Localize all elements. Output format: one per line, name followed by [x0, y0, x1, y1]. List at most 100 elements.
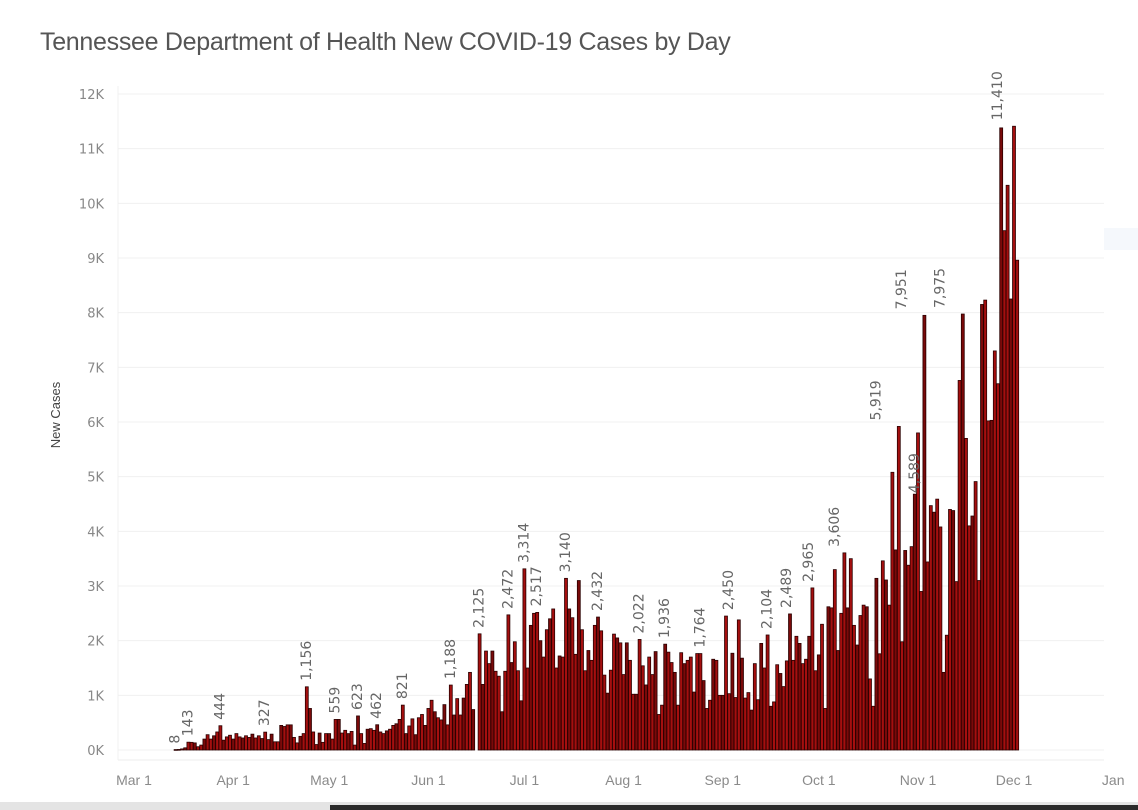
bar[interactable] — [413, 734, 418, 751]
bar[interactable] — [890, 471, 895, 751]
bar[interactable] — [794, 635, 799, 751]
bar[interactable] — [404, 733, 408, 751]
bar[interactable] — [717, 694, 722, 751]
bar[interactable] — [455, 698, 460, 751]
bar[interactable] — [548, 618, 552, 751]
bar[interactable] — [621, 674, 626, 751]
bar[interactable] — [772, 701, 776, 751]
bar[interactable] — [743, 697, 748, 751]
bar[interactable] — [855, 644, 860, 751]
bar[interactable] — [669, 662, 674, 751]
bar[interactable] — [173, 749, 178, 751]
bar[interactable] — [871, 705, 876, 751]
bar[interactable] — [349, 731, 354, 751]
bar[interactable] — [375, 724, 380, 751]
bar[interactable] — [570, 617, 575, 751]
bar[interactable] — [381, 733, 386, 751]
bar[interactable] — [935, 498, 940, 751]
bar[interactable] — [468, 671, 472, 751]
bar[interactable] — [813, 670, 818, 751]
bar[interactable] — [359, 733, 364, 751]
bar[interactable] — [666, 651, 671, 751]
bar[interactable] — [180, 748, 184, 751]
bar[interactable] — [797, 643, 802, 751]
bar[interactable] — [842, 552, 847, 751]
bar[interactable] — [874, 577, 879, 751]
bar[interactable] — [356, 715, 360, 751]
bar[interactable] — [340, 732, 344, 751]
bar[interactable] — [1002, 230, 1007, 751]
bar[interactable] — [279, 725, 284, 751]
bar[interactable] — [490, 650, 495, 751]
bar[interactable] — [976, 580, 981, 751]
bar[interactable] — [519, 700, 524, 751]
bar[interactable] — [528, 624, 533, 751]
bar[interactable] — [253, 737, 258, 751]
bar[interactable] — [576, 580, 581, 751]
bar[interactable] — [189, 741, 194, 751]
bar[interactable] — [615, 637, 620, 751]
bar[interactable] — [208, 738, 213, 751]
bar[interactable] — [845, 607, 850, 751]
bar[interactable] — [234, 733, 239, 751]
bar[interactable] — [608, 669, 613, 751]
bar[interactable] — [192, 742, 197, 751]
bar[interactable] — [810, 587, 815, 751]
bar[interactable] — [493, 670, 498, 751]
bar[interactable] — [912, 493, 917, 751]
bar[interactable] — [749, 709, 754, 751]
bar[interactable] — [263, 731, 268, 751]
bar[interactable] — [628, 659, 632, 751]
bar[interactable] — [599, 630, 604, 751]
bar[interactable] — [538, 640, 543, 751]
bar[interactable] — [861, 604, 866, 751]
bar[interactable] — [266, 739, 271, 751]
bar[interactable] — [464, 684, 469, 751]
bar[interactable] — [410, 718, 415, 751]
bar[interactable] — [308, 708, 312, 751]
bar[interactable] — [973, 481, 978, 751]
bar[interactable] — [333, 719, 338, 751]
bar[interactable] — [218, 725, 223, 751]
bar[interactable] — [458, 714, 463, 751]
bar[interactable] — [452, 714, 456, 751]
bar[interactable] — [362, 743, 367, 751]
bar[interactable] — [823, 708, 828, 751]
bar[interactable] — [909, 546, 914, 751]
bar[interactable] — [586, 650, 591, 751]
bar[interactable] — [893, 549, 898, 751]
bar[interactable] — [820, 623, 824, 751]
bar[interactable] — [1012, 125, 1016, 751]
bar[interactable] — [727, 693, 732, 751]
bar[interactable] — [775, 664, 780, 751]
bar[interactable] — [996, 383, 1000, 751]
bar[interactable] — [832, 569, 837, 751]
bar[interactable] — [426, 708, 431, 751]
bar[interactable] — [484, 650, 488, 751]
bar[interactable] — [791, 659, 796, 751]
bar[interactable] — [378, 731, 383, 751]
bar[interactable] — [244, 735, 248, 751]
bar[interactable] — [564, 577, 568, 751]
bar[interactable] — [877, 653, 882, 751]
bar[interactable] — [807, 635, 812, 751]
bar[interactable] — [752, 663, 757, 751]
bar[interactable] — [618, 642, 623, 751]
bar[interactable] — [951, 510, 956, 751]
bar[interactable] — [477, 633, 482, 751]
bar[interactable] — [301, 733, 306, 751]
bar[interactable] — [196, 746, 200, 751]
bar[interactable] — [762, 667, 767, 751]
bar[interactable] — [311, 731, 316, 751]
bar[interactable] — [439, 719, 444, 751]
bar[interactable] — [423, 725, 428, 751]
bar[interactable] — [416, 717, 421, 751]
bar[interactable] — [228, 734, 232, 751]
bar[interactable] — [788, 613, 792, 751]
bar[interactable] — [429, 699, 434, 751]
bar[interactable] — [327, 733, 332, 751]
bar[interactable] — [679, 652, 684, 751]
bar[interactable] — [698, 653, 703, 751]
bar[interactable] — [573, 653, 578, 751]
bar[interactable] — [272, 741, 277, 751]
